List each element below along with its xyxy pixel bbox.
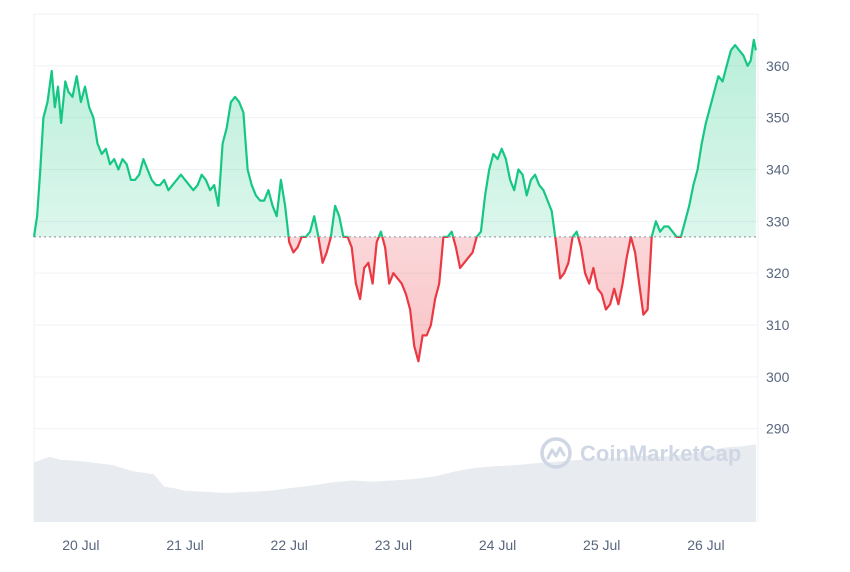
watermark: CoinMarketCap <box>540 437 741 469</box>
y-tick-label: 310 <box>766 317 790 333</box>
x-tick-label: 20 Jul <box>62 537 99 553</box>
x-tick-label: 22 Jul <box>271 537 308 553</box>
price-line <box>32 38 757 363</box>
y-axis-ticks: 290 300 310 320 330 340 350 360 <box>766 58 790 437</box>
x-tick-label: 26 Jul <box>687 537 724 553</box>
y-tick-label: 360 <box>766 58 790 74</box>
volume-series <box>34 444 756 522</box>
x-tick-label: 25 Jul <box>583 537 620 553</box>
watermark-text: CoinMarketCap <box>580 441 741 466</box>
y-tick-label: 350 <box>766 110 790 126</box>
y-tick-label: 330 <box>766 213 790 229</box>
y-tick-label: 290 <box>766 421 790 437</box>
area-above-baseline <box>34 39 756 237</box>
y-tick-label: 340 <box>766 162 790 178</box>
area-below-baseline <box>34 236 756 362</box>
x-tick-label: 21 Jul <box>166 537 203 553</box>
price-line-down <box>33 236 683 363</box>
y-tick-label: 300 <box>766 369 790 385</box>
price-line-up <box>32 38 757 237</box>
x-tick-label: 23 Jul <box>375 537 412 553</box>
price-area <box>34 39 756 362</box>
volume-area <box>34 444 756 522</box>
coinmarketcap-logo-icon <box>540 437 572 469</box>
y-tick-label: 320 <box>766 265 790 281</box>
x-axis-ticks: 20 Jul 21 Jul 22 Jul 23 Jul 24 Jul 25 Jul 26 J… <box>62 537 724 553</box>
x-tick-label: 24 Jul <box>479 537 516 553</box>
